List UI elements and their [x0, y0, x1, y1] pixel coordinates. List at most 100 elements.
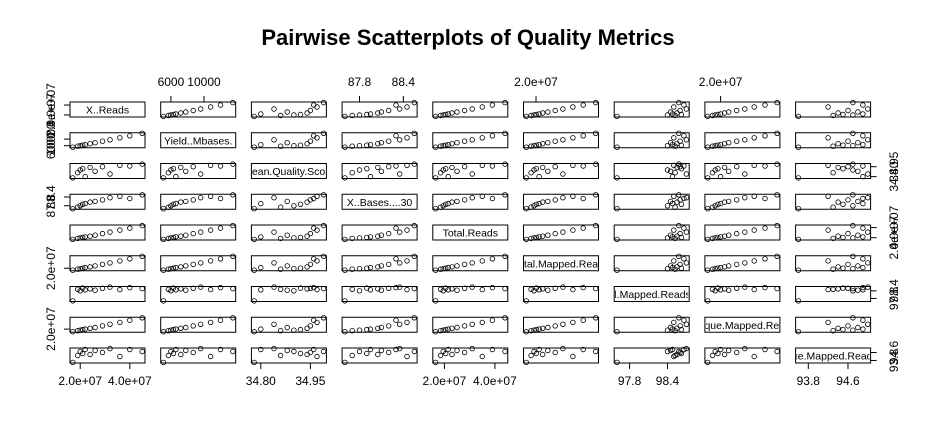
panel-3-9 [795, 161, 872, 181]
data-point [774, 285, 780, 292]
data-point [397, 321, 403, 327]
data-point [580, 225, 586, 231]
data-point [715, 350, 721, 357]
panel-frame [795, 193, 872, 210]
data-point [552, 138, 558, 144]
panel-frame [523, 132, 599, 149]
data-point [717, 287, 724, 293]
data-point [307, 261, 314, 268]
data-point [393, 133, 399, 139]
data-point [139, 192, 145, 198]
data-point [717, 234, 724, 240]
data-point [277, 352, 284, 359]
data-point [320, 315, 327, 321]
data-point [277, 143, 284, 149]
data-point [865, 284, 871, 290]
x-tick-label: 10000 [187, 75, 221, 89]
data-point [715, 285, 721, 291]
data-point [217, 317, 224, 323]
data-point [479, 258, 485, 264]
data-point [860, 287, 866, 293]
x-tick-label: 88.4 [392, 75, 416, 89]
data-point [307, 138, 314, 144]
data-point [528, 235, 534, 242]
data-point [307, 230, 314, 237]
panel-frame [341, 286, 418, 302]
data-point [528, 169, 534, 176]
data-point [320, 285, 327, 292]
data-point [672, 204, 678, 210]
data-point [170, 201, 177, 207]
data-point [614, 144, 620, 150]
data-point [378, 139, 385, 146]
data-point [850, 99, 856, 106]
data-point [683, 171, 690, 177]
data-point [217, 346, 224, 353]
data-point [830, 286, 836, 292]
panel-4-1 [69, 192, 146, 212]
data-point [709, 204, 716, 210]
data-point [593, 348, 599, 355]
data-point [449, 286, 455, 292]
data-point [855, 109, 861, 115]
data-point [107, 345, 113, 352]
data-point [664, 327, 671, 333]
panel-8-2 [160, 315, 237, 335]
data-point [297, 111, 304, 118]
data-point [502, 161, 508, 167]
panel-5-4 [341, 222, 418, 243]
data-point [715, 142, 721, 148]
data-point [545, 347, 551, 354]
data-point [74, 352, 81, 359]
data-point [397, 171, 403, 177]
data-point [432, 329, 439, 335]
data-point [258, 141, 264, 148]
data-point [82, 346, 88, 353]
data-point [850, 167, 856, 173]
data-point [614, 113, 620, 120]
data-point [717, 173, 724, 180]
data-point [734, 197, 740, 203]
data-point [207, 353, 214, 360]
data-point [751, 353, 757, 360]
data-point [840, 201, 846, 207]
panel-frame [613, 101, 690, 118]
data-point [449, 325, 455, 331]
data-point [461, 138, 468, 144]
data-point [667, 109, 674, 115]
data-point [545, 324, 551, 331]
data-point [297, 326, 304, 333]
panel-frame [69, 316, 146, 333]
data-point [681, 256, 687, 262]
data-point [709, 266, 716, 272]
data-point [277, 204, 284, 210]
data-point [183, 287, 189, 293]
data-point [160, 359, 167, 366]
panel-4-7 [613, 192, 690, 212]
data-point [667, 263, 674, 269]
panel-frame [160, 255, 237, 272]
data-point [676, 161, 682, 167]
data-point [107, 137, 113, 143]
data-point [712, 203, 718, 209]
data-point [664, 348, 671, 355]
data-point [437, 169, 444, 176]
data-point [734, 285, 740, 291]
data-point [437, 112, 444, 119]
data-point [489, 284, 496, 291]
panel-frame [250, 286, 327, 302]
data-point [178, 199, 184, 205]
data-point [545, 139, 551, 146]
data-point [614, 236, 620, 243]
x-tick-label: 34.80 [246, 374, 276, 388]
data-point [489, 102, 496, 108]
panel-frame [613, 193, 690, 210]
data-point [356, 167, 363, 173]
data-point [251, 298, 257, 304]
data-point [397, 106, 403, 112]
data-point [197, 106, 204, 112]
data-point [570, 135, 576, 141]
data-point [469, 137, 475, 143]
data-point [683, 260, 690, 266]
data-point [307, 107, 314, 114]
